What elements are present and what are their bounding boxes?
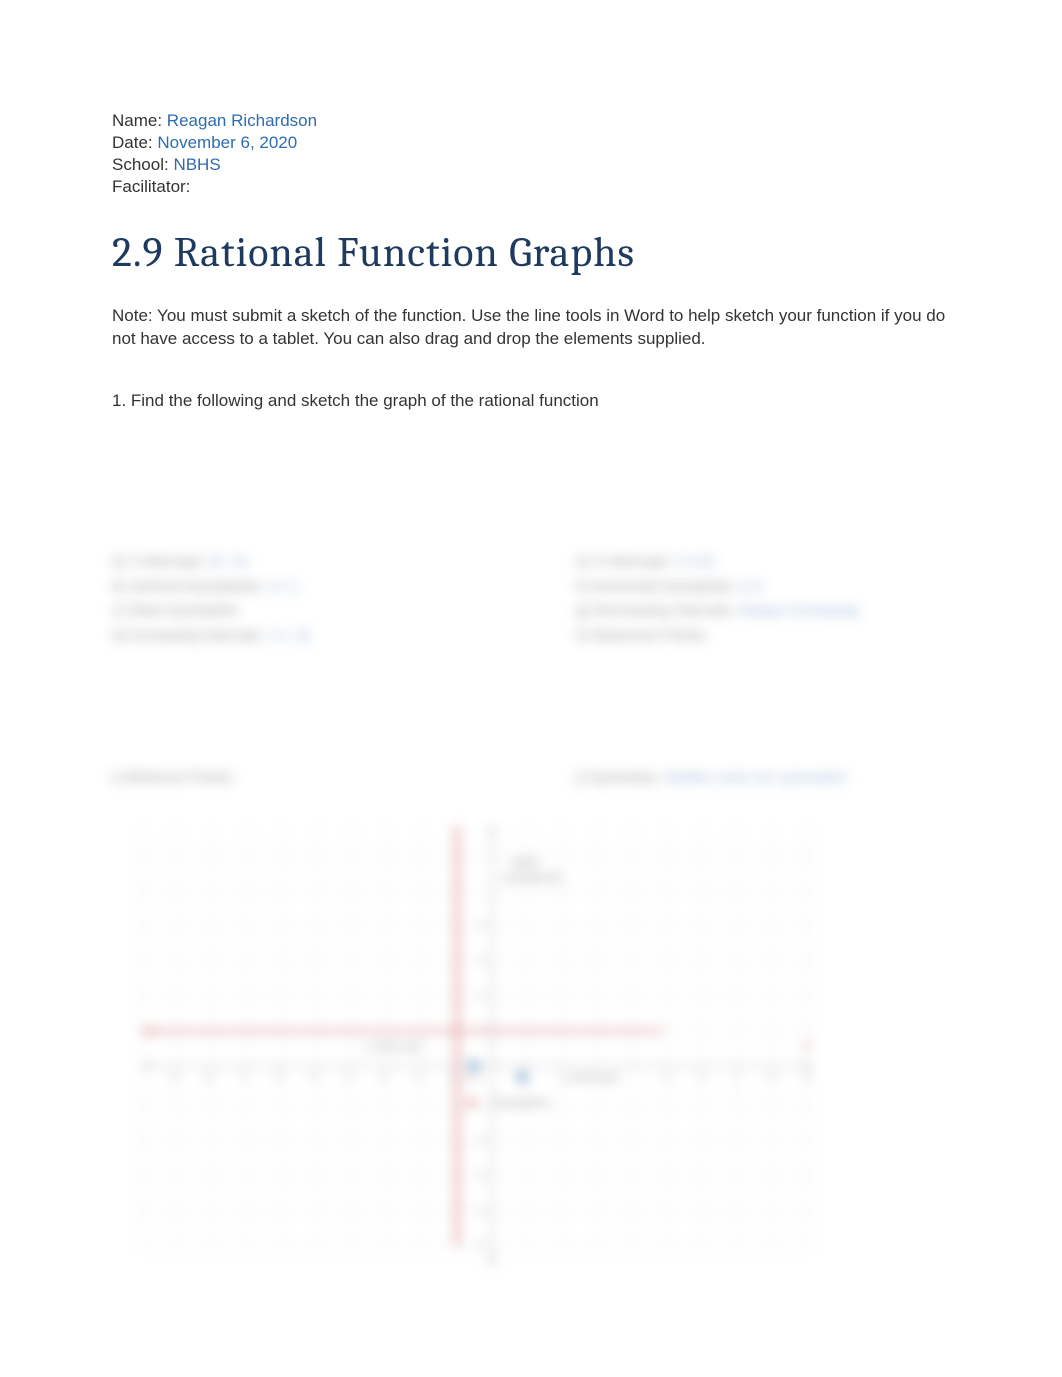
svg-text:-3: -3 [474,1170,484,1182]
answer-f: f) Horizontal Asymptote: y=1 [576,576,950,599]
svg-text:-7: -7 [237,1072,247,1084]
answer-b: b) Vertical Asymptotes: x=-1 [112,576,486,599]
svg-text:-6: -6 [272,1072,282,1084]
name-line: Name: Reagan Richardson [112,110,950,132]
page-title: 2.9 Rational Function Graphs [112,228,950,277]
school-line: School: NBHS [112,154,950,176]
svg-text:-4: -4 [474,1205,484,1217]
svg-text:-8: -8 [202,1072,212,1084]
answer-j-prompt: j) Symmetry: [576,769,664,786]
coordinate-plane: -9 -8 -7 -6 -5 -4 -3 -2 -1 1 5 6 7 8 9 4… [112,796,842,1276]
svg-text:7: 7 [734,1072,740,1084]
answer-f-response: y=1 [739,578,764,595]
grid-vertical [142,826,807,1246]
answer-h: h) Maximum Points: [576,625,950,648]
date-line: Date: November 6, 2020 [112,132,950,154]
date-value: November 6, 2020 [157,133,297,152]
svg-text:-9: -9 [167,1072,177,1084]
x-tick-labels: -9 -8 -7 -6 -5 -4 -3 -2 -1 1 5 6 7 8 9 [167,1072,810,1084]
name-value: Reagan Richardson [167,111,317,130]
answer-a: a) Y-intercept: (0, ½) [112,551,486,574]
answer-d-response: (-∞, 0) [268,627,310,644]
answer-h-prompt: h) Maximum Points: [576,627,709,644]
answer-c: c) Slant Asymptote: [112,600,486,623]
facilitator-line: Facilitator: [112,176,950,198]
answer-col-right: e) X-intercept: (-½,0) f) Horizontal Asy… [576,551,950,649]
asymptote-legend: Asymptote [492,1097,549,1109]
svg-text:9: 9 [804,1072,810,1084]
answer-a-prompt: a) Y-intercept: [112,553,209,570]
answer-col-left: a) Y-intercept: (0, ½) b) Vertical Asymp… [112,551,486,649]
facilitator-label: Facilitator: [112,177,190,196]
school-value: NBHS [173,155,220,174]
answer-f-prompt: f) Horizontal Asymptote: [576,578,739,595]
slant-label-2: asymptote [502,870,562,884]
answer-j: j) Symmetry: Neither even nor symmetric [576,769,950,786]
origin-label: 0,0 [465,1072,480,1084]
school-label: School: [112,155,173,174]
answer-i-prompt: i) Minimum Points: [112,769,235,786]
curve-point [804,1043,810,1049]
answer-g-prompt: g) Decreasing Intervals: [576,602,738,619]
svg-text:6: 6 [699,1072,705,1084]
y-intercept-legend: y-intercept [365,1041,422,1053]
svg-text:-1: -1 [447,1072,457,1084]
grid-horizontal [142,856,812,1246]
asymptote-row: i) Minimum Points: j) Symmetry: Neither … [112,769,950,786]
answer-j-response: Neither even nor symmetric [664,769,847,786]
blurred-content: a) Y-intercept: (0, ½) b) Vertical Asymp… [112,551,950,1276]
answer-c-prompt: c) Slant Asymptote: [112,602,241,619]
answer-i: i) Minimum Points: [112,769,486,786]
svg-text:-5: -5 [307,1072,317,1084]
svg-text:4: 4 [478,920,484,932]
answer-d-prompt: d) Increasing Intervals: [112,627,268,644]
y-tick-labels: 4 3 2 1 -2 -3 -4 -5 [474,920,484,1252]
answer-a-response: (0, ½) [209,553,248,570]
name-label: Name: [112,111,167,130]
answer-columns: a) Y-intercept: (0, ½) b) Vertical Asymp… [112,551,950,649]
answer-g-response: Always Increasing [738,602,859,619]
y-intercept-point [516,1071,528,1083]
slant-label-1: slant [510,855,538,869]
date-label: Date: [112,133,157,152]
answer-d: d) Increasing Intervals: (-∞, 0) [112,625,486,648]
asymptote-legend-box [468,1099,476,1107]
svg-text:5: 5 [664,1072,670,1084]
svg-text:1: 1 [478,1025,484,1037]
svg-text:-4: -4 [342,1072,352,1084]
instruction-note: Note: You must submit a sketch of the fu… [112,305,950,351]
svg-text:-5: -5 [474,1240,484,1252]
answer-b-response: x=-1 [269,578,299,595]
question-1: 1. Find the following and sketch the gra… [112,391,950,411]
svg-text:8: 8 [769,1072,775,1084]
answer-b-prompt: b) Vertical Asymptotes: [112,578,269,595]
x-intercept-legend: x-intercept [562,1072,619,1084]
svg-text:-2: -2 [412,1072,422,1084]
svg-text:-2: -2 [474,1135,484,1147]
header-info: Name: Reagan Richardson Date: November 6… [112,110,950,198]
svg-text:2: 2 [478,990,484,1002]
answer-e-response: (-½,0) [674,553,714,570]
answer-e-prompt: e) X-intercept: [576,553,674,570]
svg-text:-3: -3 [377,1072,387,1084]
x-intercept-point [468,1060,480,1072]
svg-text:3: 3 [478,955,484,967]
answer-g: g) Decreasing Intervals: Always Increasi… [576,600,950,623]
answer-e: e) X-intercept: (-½,0) [576,551,950,574]
graph-container: -9 -8 -7 -6 -5 -4 -3 -2 -1 1 5 6 7 8 9 4… [112,796,842,1276]
